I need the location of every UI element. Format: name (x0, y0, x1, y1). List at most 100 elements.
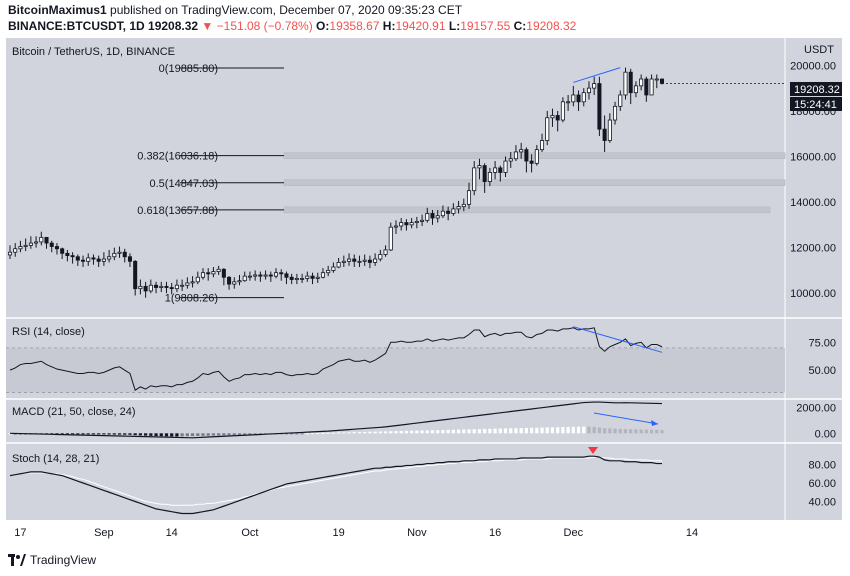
macd-histogram-bar (649, 429, 654, 434)
macd-histogram-bar (305, 433, 309, 435)
macd-line (9, 401, 663, 439)
macd-histogram-bar (91, 433, 96, 435)
macd-histogram-bar (378, 431, 382, 434)
macd-histogram-bar (436, 430, 440, 434)
candle-body (112, 252, 117, 258)
fib-zone (283, 179, 786, 187)
macd-histogram-bar (206, 433, 210, 436)
candle-body (425, 213, 430, 221)
macd-histogram-bar (561, 427, 565, 434)
macd-histogram-bar (112, 433, 116, 435)
macd-histogram-bar (514, 428, 518, 434)
candle-body (23, 244, 28, 247)
chart-canvas[interactable]: 0(19885.80) 0.382(16036.18) 0.5(14847.03) 0… (0, 36, 850, 544)
symbol-label: BINANCE:BTCUSDT, 1D (8, 19, 145, 33)
candle-body (91, 257, 96, 260)
y-tick-label: 12000.00 (790, 243, 836, 255)
macd-histogram-bar (363, 431, 367, 434)
stoch-y-tick-label: 80.00 (808, 460, 836, 472)
candle-body (174, 284, 179, 290)
stoch-d-line (9, 456, 662, 506)
candle-body (154, 284, 159, 288)
y-tick-label: 14000.00 (790, 197, 836, 209)
candle-body (320, 272, 325, 278)
chart-background (6, 38, 842, 520)
last-price-tag: 19208.32 15:24:41 (790, 82, 842, 111)
publish-line: BitcoinMaximus1 published on TradingView… (8, 3, 462, 17)
candle-body (279, 272, 284, 275)
candle-body (487, 172, 492, 182)
countdown-tag-text: 15:24:41 (794, 99, 837, 111)
countdown-tag-bg (790, 97, 842, 111)
candle-body (446, 210, 451, 214)
stoch-pane (9, 447, 662, 515)
rsi-pane (6, 326, 785, 393)
candle-body (169, 287, 174, 290)
candle-body (613, 105, 618, 121)
rsi-y-tick-label: 75.00 (808, 337, 836, 349)
candle-body (607, 119, 612, 141)
macd-histogram-bar (571, 426, 575, 434)
stoch-pane-title: Stoch (14, 28, 21) (12, 453, 99, 465)
footer-brand[interactable]: TradingView (8, 553, 96, 567)
candle-body (503, 160, 508, 173)
candle-body (352, 258, 357, 262)
price-candles (7, 67, 785, 298)
axes: 17 Sep 14 Oct 19 Nov 16 Dec 14 10000.00 12000.00 14… (14, 60, 836, 539)
open-label: O: (316, 19, 330, 33)
macd-histogram-bar (582, 426, 586, 434)
fib-level-label: 0.5(14847.03) (150, 178, 219, 190)
macd-histogram-bar (592, 426, 596, 434)
candle-body (524, 149, 529, 162)
macd-histogram-bar (383, 431, 388, 434)
candle-body (586, 87, 591, 94)
candle-body (315, 276, 320, 279)
candle-body (628, 71, 633, 94)
candle-body (216, 268, 221, 272)
candle-body (341, 260, 346, 263)
candle-body (263, 274, 268, 277)
macd-histogram-bar (321, 432, 325, 434)
macd-histogram-bar (290, 433, 294, 435)
candle-body (221, 268, 226, 278)
candle-body (540, 140, 545, 151)
macd-trend-arrowhead (651, 420, 658, 426)
macd-histogram-bar (608, 428, 612, 434)
candle-body (39, 236, 44, 243)
macd-histogram-bar (389, 431, 393, 434)
footer-brand-label: TradingView (30, 553, 97, 567)
candle-body (508, 158, 513, 162)
candle-body (164, 285, 169, 288)
candle-body (362, 259, 367, 262)
macd-histogram-bar (420, 430, 424, 434)
macd-histogram-bar (190, 433, 195, 437)
low-value: 19157.55 (460, 19, 511, 33)
candle-body (75, 256, 80, 261)
macd-histogram-bar (128, 433, 132, 435)
y-tick-label: 20000.00 (790, 60, 836, 72)
candle-body (49, 242, 54, 247)
candle-body (60, 248, 65, 254)
macd-histogram-bar (488, 428, 492, 434)
macd-histogram-bar (347, 432, 351, 434)
candle-body (273, 272, 279, 277)
author-name[interactable]: BitcoinMaximus1 (8, 3, 107, 17)
candle-body (294, 278, 299, 280)
macd-histogram-bar (164, 433, 169, 437)
candle-body (560, 101, 565, 121)
x-tick-label: Sep (94, 527, 114, 539)
candle-body (545, 117, 550, 141)
fib-level-label: 0.382(16036.18) (137, 151, 218, 163)
macd-histogram-bar (102, 433, 106, 435)
candle-body (357, 260, 362, 263)
candle-body (336, 262, 341, 268)
macd-histogram-bar (587, 426, 591, 434)
macd-histogram-bar (556, 427, 560, 434)
candle-body (148, 284, 153, 292)
fib-zone (283, 152, 786, 159)
candle-body (451, 208, 456, 214)
candle-body (331, 266, 336, 271)
last-price-tag-bg (790, 82, 842, 96)
x-tick-label: Nov (407, 527, 427, 539)
y-tick-label: 10000.00 (790, 288, 836, 300)
